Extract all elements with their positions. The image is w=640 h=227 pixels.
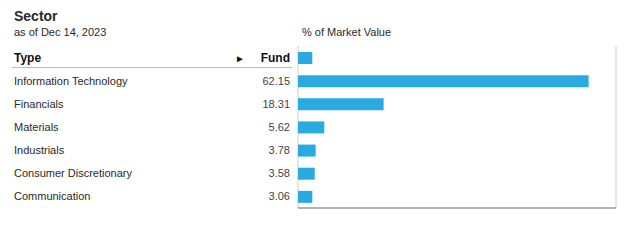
html-text:Sector: Sector <box>14 8 58 24</box>
html-text:as of Dec 14, 2023: as of Dec 14, 2023 <box>14 26 107 38</box>
svg-text:62.15: 62.15 <box>262 75 290 87</box>
svg-text:Consumer Discretionary: Consumer Discretionary <box>14 167 132 179</box>
svg-text:Materials: Materials <box>14 121 59 133</box>
svg-text:Communication: Communication <box>14 190 90 202</box>
svg-text:3.78: 3.78 <box>269 144 290 156</box>
svg-text:Industrials: Industrials <box>14 144 65 156</box>
svg-text:►: ► <box>235 53 245 64</box>
svg-text:Fund: Fund <box>261 51 290 65</box>
svg-text:Financials: Financials <box>14 98 64 110</box>
svg-text:Information Technology: Information Technology <box>14 75 128 87</box>
svg-text:5.62: 5.62 <box>269 121 290 133</box>
svg-text:3.06: 3.06 <box>269 190 290 202</box>
svg-text:Type: Type <box>14 51 41 65</box>
svg-text:18.31: 18.31 <box>262 98 290 110</box>
html-text:% of Market Value: % of Market Value <box>302 26 392 38</box>
svg-text:3.58: 3.58 <box>269 167 290 179</box>
